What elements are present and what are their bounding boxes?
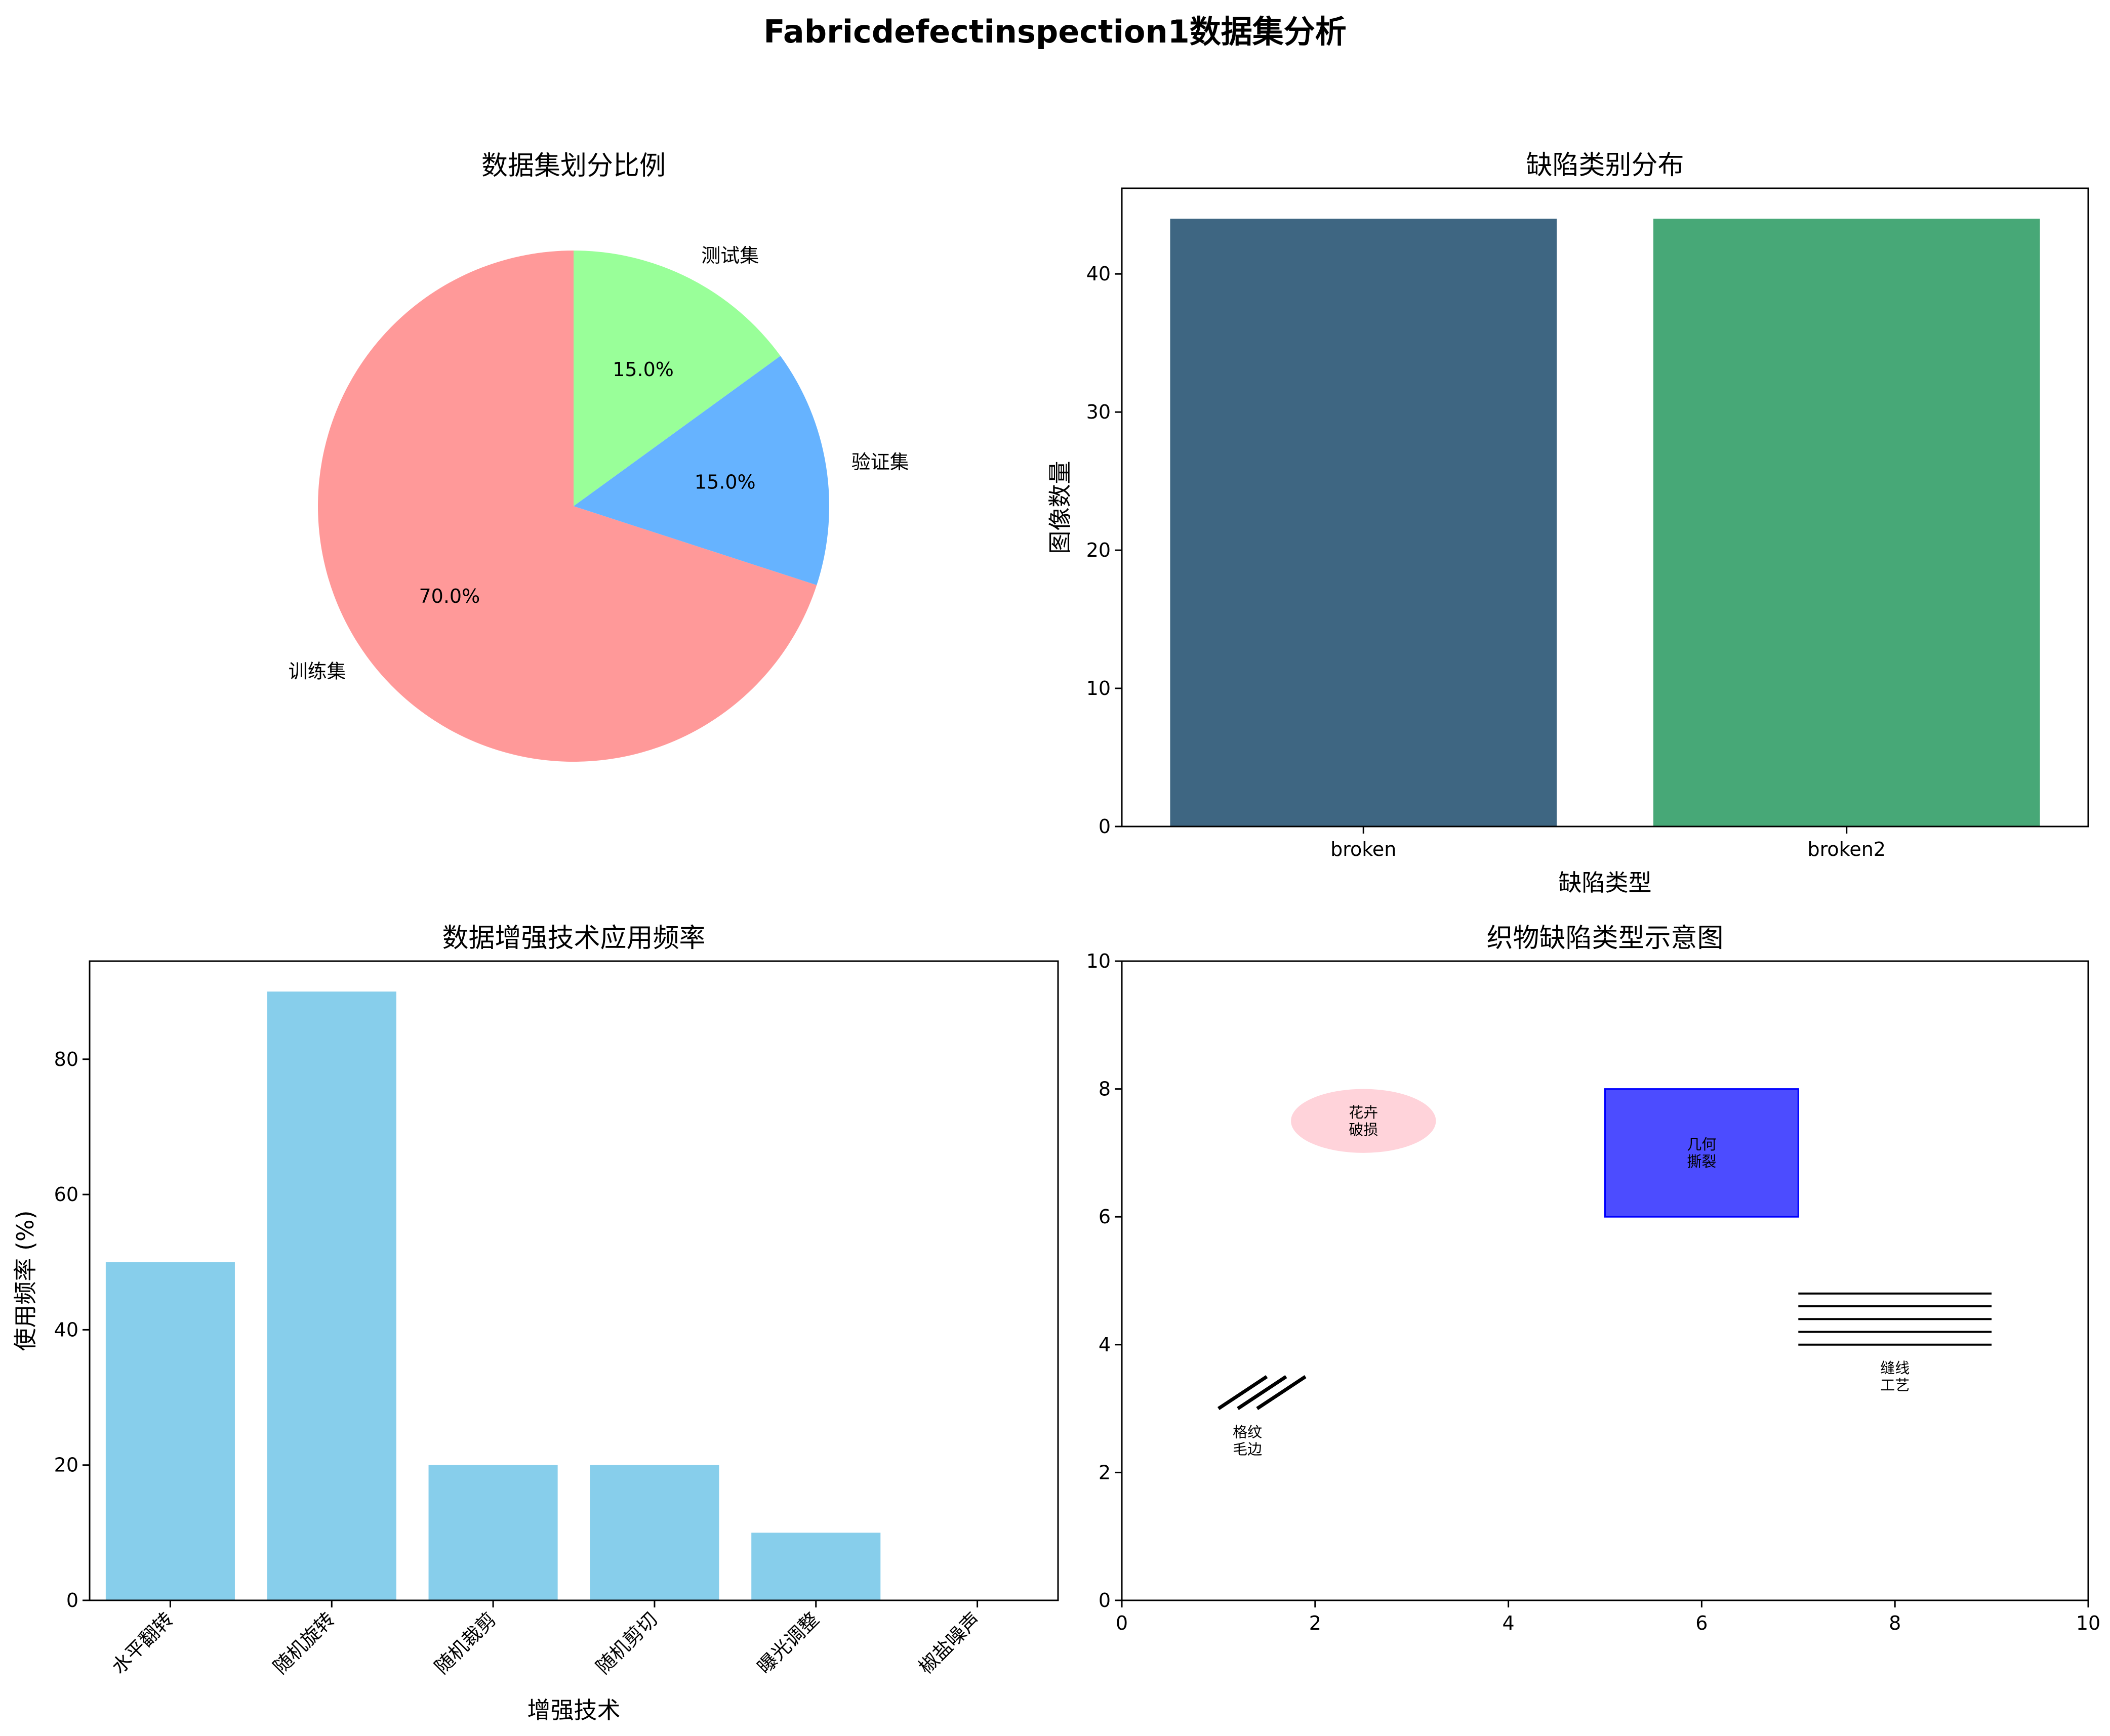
bar xyxy=(590,1465,719,1600)
y-tick-label: 8 xyxy=(1099,1078,1111,1100)
y-tick-label: 80 xyxy=(54,1048,78,1070)
geometric-tear-rect xyxy=(1604,1088,1799,1218)
y-tick-label: 30 xyxy=(1086,401,1111,423)
y-tick-label: 40 xyxy=(54,1318,78,1341)
y-tick-label: 10 xyxy=(1086,950,1111,972)
pie-slice xyxy=(574,356,830,586)
shape-label: 缝线 xyxy=(1880,1359,1910,1377)
x-tick-label: 6 xyxy=(1695,1612,1708,1634)
plot-frame xyxy=(1121,960,2089,1601)
x-tick-label: 水平翻转 xyxy=(107,1608,178,1678)
x-axis-label: 增强技术 xyxy=(528,1697,621,1724)
floral-defect-ellipse xyxy=(1291,1089,1436,1153)
y-tick-label: 60 xyxy=(54,1183,78,1206)
pie-slice xyxy=(574,251,781,506)
plaid-fray-line xyxy=(1217,1375,1268,1411)
shape-label: 几何 xyxy=(1687,1136,1716,1153)
y-tick-label: 0 xyxy=(1099,815,1111,838)
y-tick-label: 20 xyxy=(1086,539,1111,561)
y-axis-label: 图像数量 xyxy=(1046,461,1074,554)
x-tick-label: 椒盐噪声 xyxy=(914,1608,985,1678)
x-tick-label: 2 xyxy=(1309,1612,1321,1634)
y-tick-label: 20 xyxy=(54,1454,78,1476)
pie-slice xyxy=(318,251,817,762)
x-tick-label: broken2 xyxy=(1808,838,1886,860)
x-tick-label: 曝光调整 xyxy=(753,1608,824,1678)
shape-label: 毛边 xyxy=(1233,1440,1262,1458)
plaid-fray-line xyxy=(1256,1375,1307,1411)
figure-title: Fabricdefectinspection1数据集分析 xyxy=(763,13,1347,50)
x-tick-label: 随机裁剪 xyxy=(430,1608,501,1678)
chart-title: 织物缺陷类型示意图 xyxy=(1486,923,1723,954)
x-axis-label: 缺陷类型 xyxy=(1559,869,1652,896)
x-tick-label: 0 xyxy=(1116,1612,1128,1634)
y-tick-label: 0 xyxy=(66,1589,78,1611)
shape-label: 格纹 xyxy=(1233,1423,1262,1440)
pie-slice-label: 测试集 xyxy=(701,244,759,267)
plot-frame xyxy=(1121,187,2089,828)
bar xyxy=(1653,219,2040,826)
bar xyxy=(751,1533,881,1600)
shape-label: 工艺 xyxy=(1880,1377,1910,1394)
pie-percent-label: 15.0% xyxy=(613,358,674,381)
chart-title: 缺陷类别分布 xyxy=(1526,150,1684,181)
pie-slice-label: 验证集 xyxy=(851,451,909,473)
bar xyxy=(105,1262,235,1600)
bar xyxy=(1170,219,1557,826)
x-tick-label: broken xyxy=(1330,838,1396,860)
y-tick-label: 40 xyxy=(1086,263,1111,285)
augmentation-bar-chart-panel: 0 20 40 60 80 水平翻转 随机旋转 随机裁剪 随机剪切 曝光调整 椒盐噪声 数据增强技术应… xyxy=(12,923,1059,1724)
x-tick-label: 8 xyxy=(1889,1612,1901,1634)
pie-chart-title: 数据集划分比例 xyxy=(481,151,666,181)
x-tick-label: 10 xyxy=(2076,1612,2100,1634)
pie-slice-label: 训练集 xyxy=(289,660,346,683)
y-tick-label: 6 xyxy=(1099,1206,1111,1228)
plot-frame xyxy=(89,960,1059,1601)
shape-label: 破损 xyxy=(1349,1121,1378,1138)
pie-percent-label: 70.0% xyxy=(419,585,480,607)
x-tick-label: 4 xyxy=(1503,1612,1515,1634)
chart-title: 数据增强技术应用频率 xyxy=(442,923,705,954)
bar xyxy=(428,1465,558,1600)
y-tick-label: 4 xyxy=(1099,1334,1111,1356)
x-tick-label: 随机旋转 xyxy=(269,1608,339,1678)
plaid-fray-line xyxy=(1237,1375,1287,1411)
shape-label: 花卉 xyxy=(1349,1104,1378,1121)
y-tick-label: 10 xyxy=(1086,677,1111,699)
x-tick-label: 随机剪切 xyxy=(592,1608,662,1678)
y-tick-label: 2 xyxy=(1099,1461,1111,1483)
bar xyxy=(267,991,396,1600)
y-tick-label: 0 xyxy=(1099,1589,1111,1611)
pie-percent-label: 15.0% xyxy=(695,471,756,493)
shape-label: 撕裂 xyxy=(1687,1153,1716,1170)
y-axis-label: 使用频率 (%) xyxy=(12,1210,39,1351)
